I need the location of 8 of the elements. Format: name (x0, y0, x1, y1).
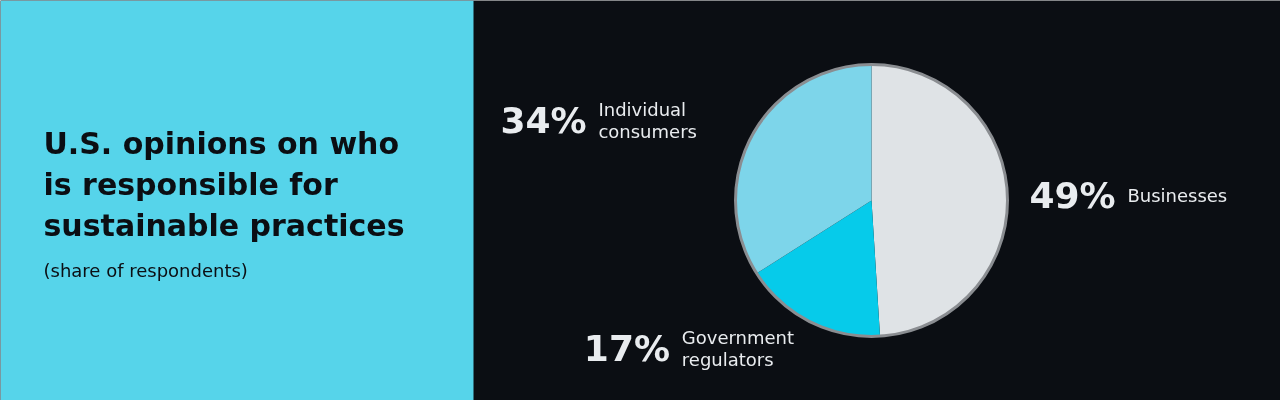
text: U.S. opinions on who is responsible for sustainable practices (43, 126, 405, 243)
slice-label: Government regulators (681, 326, 795, 370)
data-label: 49% (1029, 174, 1116, 216)
slice-label: Individual consumers (598, 99, 697, 143)
slice-label: Businesses (1127, 184, 1228, 206)
data-label: 34% (500, 100, 587, 142)
text: (share of respondents) (43, 260, 248, 281)
data-label: 17% (583, 327, 671, 369)
